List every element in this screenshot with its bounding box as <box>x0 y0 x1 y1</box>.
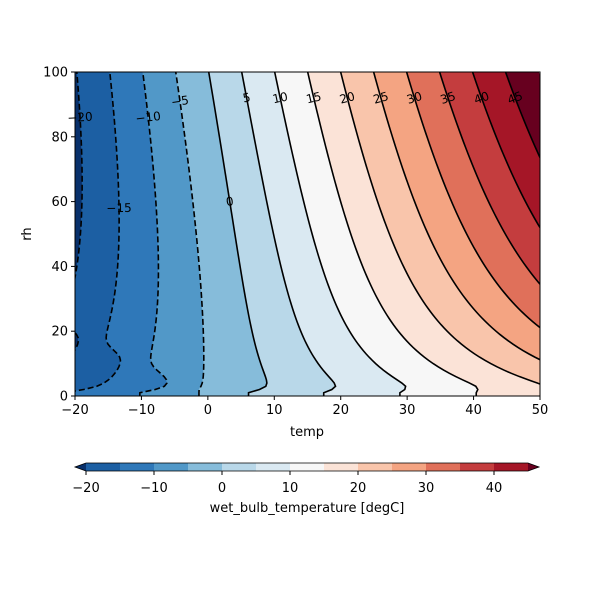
contour-line <box>174 72 205 396</box>
contour-label: 35 <box>439 89 458 107</box>
contour-label: −20 <box>67 110 93 125</box>
contour-line <box>240 72 337 396</box>
contour-label: 0 <box>225 194 235 209</box>
contour-line <box>207 72 268 396</box>
contour-band <box>439 72 540 285</box>
colorbar-tick-label: −10 <box>140 481 167 496</box>
contour-band <box>472 72 540 229</box>
colorbar: −20 −10 0 10 20 30 40 <box>72 462 541 496</box>
colorbar-segment <box>290 463 325 471</box>
contour-label: 5 <box>242 90 252 105</box>
contour-lines <box>75 72 540 396</box>
y-tick-label: 60 <box>51 195 68 210</box>
contour-label: −5 <box>170 93 189 109</box>
contour-line <box>471 72 540 230</box>
contour-label: 30 <box>405 89 424 107</box>
colorbar-tick-label: 40 <box>486 481 503 496</box>
contour-label: 15 <box>305 89 323 106</box>
contour-band <box>75 72 121 392</box>
x-tick-label: 10 <box>266 403 283 418</box>
x-axis-label: temp <box>290 425 324 440</box>
colorbar-segment <box>222 463 257 471</box>
x-tick-label: 40 <box>465 403 482 418</box>
y-tick-label: 40 <box>51 260 68 275</box>
y-tick-label: 80 <box>51 130 68 145</box>
colorbar-segment <box>358 463 393 471</box>
contour-label: 20 <box>338 89 356 106</box>
contour-label: −10 <box>135 109 162 126</box>
x-tick-label: 50 <box>532 403 549 418</box>
x-tick-label: 0 <box>204 403 212 418</box>
y-tick-label: 0 <box>60 390 68 405</box>
colorbar-extend-min <box>75 463 86 471</box>
x-tick-label: −10 <box>128 403 155 418</box>
colorbar-segment <box>426 463 461 471</box>
colorbar-segment <box>188 463 223 471</box>
y-tick-label: 20 <box>51 325 68 340</box>
contour-label: 40 <box>472 89 491 107</box>
contour-line <box>273 72 407 396</box>
colorbar-tick-label: −20 <box>72 481 99 496</box>
contour-label: 10 <box>271 89 289 106</box>
contour-band <box>75 72 83 351</box>
colorbar-tick-label: 10 <box>282 481 299 496</box>
colorbar-segment <box>392 463 427 471</box>
x-tick-label: 20 <box>332 403 349 418</box>
y-tick-label: 100 <box>43 66 68 81</box>
colorbar-tick-label: 20 <box>350 481 367 496</box>
colorbar-segment <box>494 463 529 471</box>
plot-frame <box>74 71 541 397</box>
contour-line <box>438 72 540 286</box>
colorbar-segment <box>120 463 155 471</box>
contour-label: 25 <box>372 89 391 107</box>
contour-line <box>75 72 83 352</box>
contour-line <box>504 72 540 160</box>
y-axis-ticks: 0 20 40 60 80 100 <box>43 66 75 405</box>
contour-line <box>339 72 540 385</box>
colorbar-segment <box>460 463 495 471</box>
x-tick-label: −20 <box>61 403 88 418</box>
contour-label: 45 <box>506 89 525 108</box>
colorbar-label: wet_bulb_temperature [degC] <box>210 501 405 516</box>
y-axis-label: rh <box>20 227 35 240</box>
contour-line <box>405 72 540 329</box>
contour-labels: −20 −15 −10 −5 0 5 10 15 20 25 30 35 40 45 <box>67 89 525 216</box>
colorbar-segment <box>154 463 189 471</box>
x-tick-label: 30 <box>399 403 416 418</box>
x-axis-ticks: −20 −10 0 10 20 30 40 50 <box>61 396 548 418</box>
colorbar-segment <box>86 463 121 471</box>
colorbar-tick-label: 0 <box>218 481 226 496</box>
colorbar-segment <box>256 463 291 471</box>
colorbar-tick-label: 30 <box>418 481 435 496</box>
contour-line <box>306 72 479 396</box>
colorbar-segment <box>324 463 359 471</box>
contour-label: −15 <box>106 201 132 215</box>
colorbar-extend-max <box>528 463 539 471</box>
contour-line <box>372 72 540 361</box>
